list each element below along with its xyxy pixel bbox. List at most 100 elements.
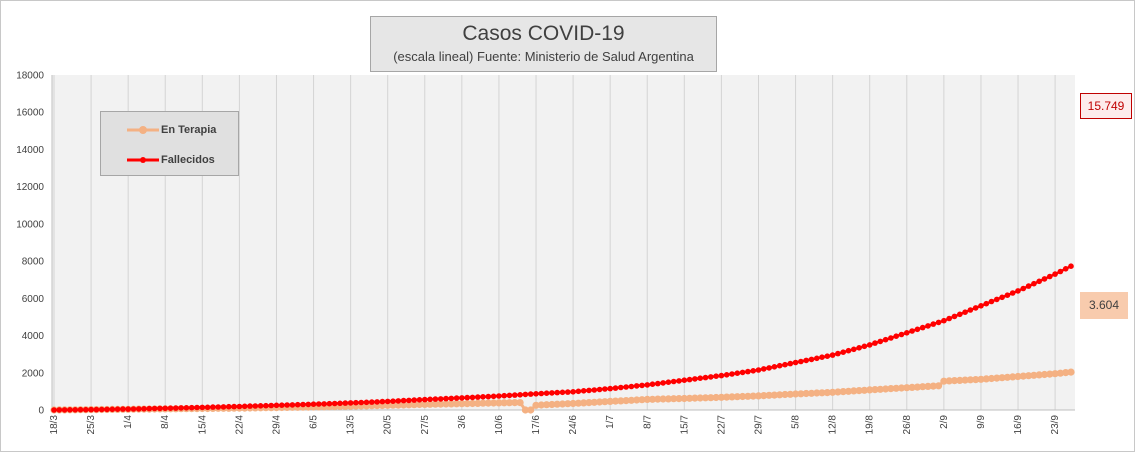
x-tick-label-1/7: 1/7	[605, 415, 616, 429]
data-point-fallecidos	[114, 406, 121, 413]
data-point-fallecidos	[766, 365, 772, 371]
data-point-en-terapia	[1067, 368, 1075, 376]
data-point-fallecidos	[88, 406, 94, 413]
data-point-fallecidos	[914, 326, 921, 333]
x-tick-label-17/6: 17/6	[531, 415, 542, 435]
y-tick-label-12000: 12000	[16, 182, 44, 193]
data-point-en-terapia	[1046, 370, 1054, 378]
data-point-en-terapia	[648, 395, 657, 403]
data-point-en-terapia	[664, 395, 673, 403]
data-point-fallecidos	[342, 400, 349, 406]
data-point-en-terapia	[733, 393, 741, 401]
data-point-fallecidos	[527, 391, 534, 397]
data-point-en-terapia	[405, 401, 413, 409]
data-point-fallecidos	[77, 406, 84, 413]
data-point-en-terapia	[739, 392, 747, 401]
gridlines	[53, 75, 1056, 410]
data-point-fallecidos	[305, 401, 312, 408]
data-point-en-terapia	[972, 376, 980, 384]
data-point-en-terapia	[1019, 372, 1027, 380]
y-tick-label-10000: 10000	[16, 219, 44, 230]
data-point-fallecidos	[543, 390, 550, 397]
data-point-fallecidos	[331, 400, 338, 407]
data-point-fallecidos	[670, 378, 677, 385]
data-point-fallecidos	[776, 362, 783, 369]
data-point-en-terapia	[458, 400, 466, 408]
data-point-fallecidos	[204, 404, 211, 411]
data-point-fallecidos	[888, 335, 894, 341]
data-point-en-terapia	[484, 399, 492, 407]
data-point-fallecidos	[983, 300, 990, 307]
data-point-en-terapia	[585, 399, 593, 407]
data-point-fallecidos	[194, 404, 200, 411]
data-point-fallecidos	[570, 389, 576, 395]
data-point-fallecidos	[469, 394, 476, 401]
data-point-en-terapia	[601, 398, 609, 406]
x-tick-label-23/9: 23/9	[1050, 415, 1061, 435]
data-point-fallecidos	[1068, 263, 1074, 270]
data-point-fallecidos	[188, 404, 195, 411]
data-point-en-terapia	[1030, 371, 1038, 379]
data-point-fallecidos	[829, 352, 836, 358]
data-point-fallecidos	[384, 398, 391, 405]
data-point-en-terapia	[977, 375, 985, 383]
data-point-en-terapia	[447, 400, 455, 408]
data-point-en-terapia	[993, 374, 1001, 382]
series-layer	[50, 263, 1075, 414]
x-tick-label-25/3: 25/3	[86, 415, 97, 435]
data-point-fallecidos	[935, 319, 942, 326]
data-point-fallecidos	[347, 400, 354, 406]
data-point-en-terapia	[966, 376, 975, 384]
data-point-en-terapia	[829, 388, 837, 396]
data-point-fallecidos	[1052, 271, 1058, 277]
data-point-fallecidos	[448, 395, 455, 402]
data-point-en-terapia	[855, 387, 863, 395]
data-point-fallecidos	[83, 406, 89, 413]
data-point-fallecidos	[480, 394, 486, 400]
data-point-fallecidos	[824, 353, 831, 360]
x-tick-label-26/8: 26/8	[902, 415, 913, 435]
chart-title: Casos COVID-19	[462, 22, 625, 45]
data-point-fallecidos	[236, 403, 243, 410]
data-point-en-terapia	[521, 406, 530, 414]
data-point-en-terapia	[765, 391, 773, 399]
data-point-en-terapia	[897, 384, 906, 392]
data-point-en-terapia	[760, 392, 768, 400]
data-point-en-terapia	[389, 401, 397, 409]
data-point-fallecidos	[363, 399, 370, 406]
data-point-fallecidos	[639, 382, 645, 389]
data-point-fallecidos	[946, 315, 952, 322]
data-point-en-terapia	[511, 399, 519, 407]
x-tick-label-19/8: 19/8	[865, 415, 876, 435]
data-point-en-terapia	[866, 386, 874, 394]
data-point-fallecidos	[459, 395, 465, 401]
data-point-en-terapia	[1040, 370, 1049, 379]
data-point-en-terapia	[442, 400, 450, 408]
data-point-fallecidos	[978, 303, 984, 309]
data-point-fallecidos	[988, 298, 995, 305]
x-tick-label-8/7: 8/7	[642, 415, 653, 429]
data-point-fallecidos	[130, 406, 137, 412]
data-point-en-terapia	[1062, 369, 1070, 377]
data-point-en-terapia	[717, 393, 726, 401]
data-point-en-terapia	[463, 400, 471, 408]
data-point-en-terapia	[723, 393, 731, 401]
data-point-en-terapia	[394, 401, 402, 409]
y-tick-label-16000: 16000	[16, 108, 44, 119]
data-point-en-terapia	[437, 400, 445, 408]
data-point-fallecidos	[919, 324, 926, 331]
data-point-fallecidos	[967, 307, 974, 313]
data-point-fallecidos	[845, 347, 852, 354]
data-point-fallecidos	[686, 376, 693, 383]
data-point-fallecidos	[1057, 268, 1064, 275]
data-point-fallecidos	[326, 400, 333, 407]
data-point-fallecidos	[851, 346, 857, 353]
x-tick-label-3/6: 3/6	[457, 415, 468, 429]
data-point-fallecidos	[506, 392, 513, 399]
data-point-en-terapia	[744, 392, 752, 400]
data-point-fallecidos	[792, 359, 799, 366]
data-point-fallecidos	[814, 355, 820, 362]
data-point-en-terapia	[638, 396, 646, 404]
x-tick-label-12/8: 12/8	[828, 415, 839, 435]
data-point-fallecidos	[665, 379, 672, 386]
